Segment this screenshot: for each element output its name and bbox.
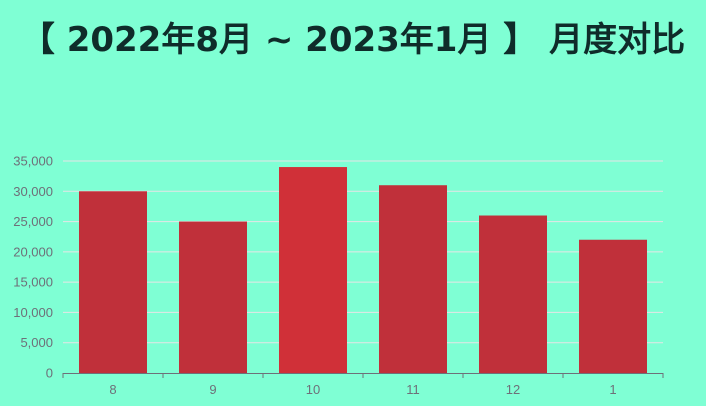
bar-1[interactable] [579,239,647,373]
x-tick-label: 11 [406,382,420,397]
x-axis-tick-labels: 8 9 10 11 12 1 [109,382,616,397]
y-tick-label: 0 [46,366,53,381]
grid-lines [63,160,663,344]
y-tick-label: 5,000 [20,335,53,350]
y-tick-label: 35,000 [13,154,53,169]
y-tick-label: 30,000 [13,184,53,199]
y-tick-label: 15,000 [13,275,53,290]
bar-11[interactable] [379,185,447,373]
bar-9[interactable] [179,221,247,373]
y-tick-label: 25,000 [13,214,53,229]
chart-title: 【 2022年8月 ~ 2023年1月 】 月度对比 [20,20,686,60]
x-tick-label: 8 [109,382,116,397]
y-tick-label: 10,000 [13,305,53,320]
y-tick-label: 20,000 [13,244,53,259]
y-axis-tick-labels: 0 5,000 10,000 15,000 20,000 25,000 30,000 35,0… [13,154,53,381]
x-tick-label: 12 [506,382,520,397]
x-tick-label: 10 [306,382,320,397]
x-tick-label: 1 [609,382,616,397]
bar-12[interactable] [479,215,547,373]
x-tick-label: 9 [209,382,216,397]
bars [79,167,647,373]
x-axis [62,373,664,378]
bar-10[interactable] [279,167,347,373]
bar-8[interactable] [79,191,147,373]
